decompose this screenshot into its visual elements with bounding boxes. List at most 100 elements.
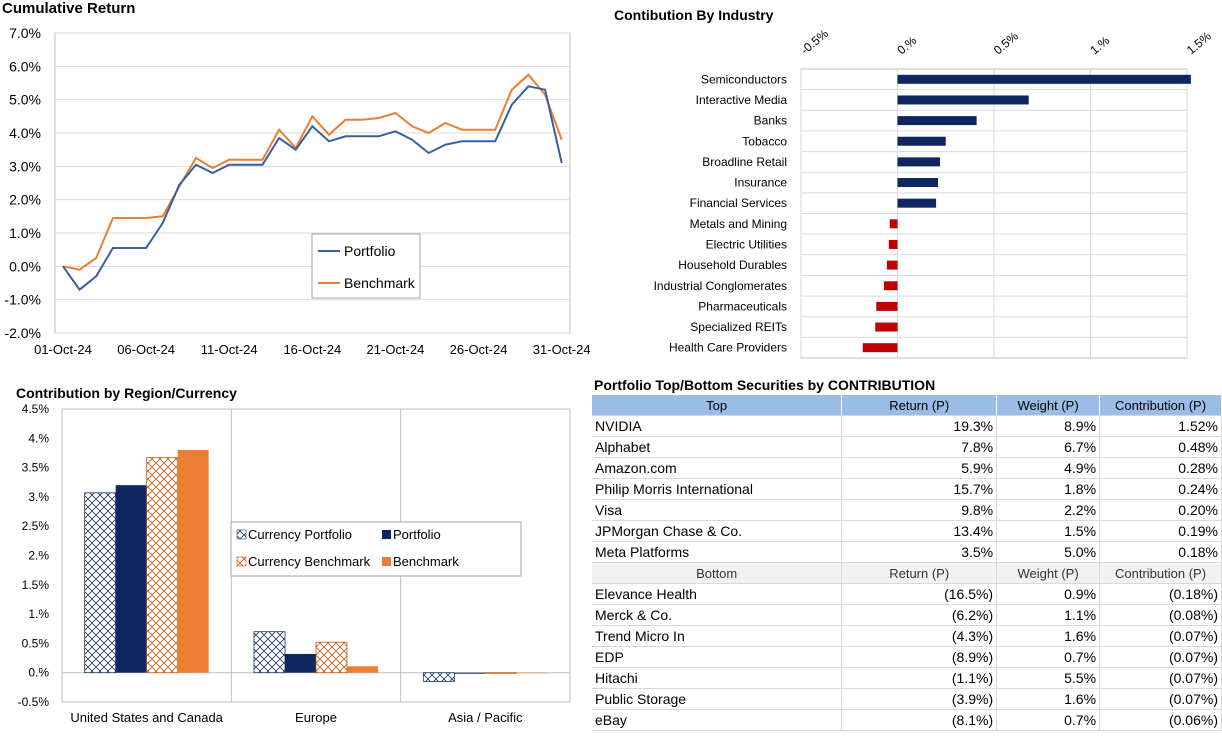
table-row: NVIDIA 19.3% 8.9% 1.52%: [592, 415, 1222, 437]
cumulative-x-tick-label: 06-Oct-24: [117, 342, 175, 357]
security-name-cell: Merck & Co.: [592, 604, 843, 626]
security-name-cell: NVIDIA: [592, 415, 843, 437]
industry-bar: [876, 301, 898, 311]
table-row: Elevance Health (16.5%) 0.9% (0.18%): [592, 583, 1222, 605]
cumulative-x-tick-label: 26-Oct-24: [450, 342, 508, 357]
security-name-cell: Meta Platforms: [592, 541, 843, 563]
region-contribution-chart: 4.5% 4.% 3.5% 3.% 2.5% 2.% 1.5% 1.% 0.5% 0.% -0.5%…: [18, 402, 571, 725]
industry-bar: [897, 116, 977, 126]
industry-bar: [889, 219, 898, 229]
industry-category-label: Tobacco: [742, 134, 787, 148]
cumulative-x-tick-label: 11-Oct-24: [201, 342, 258, 357]
cumulative-return-title: Cumulative Return: [2, 0, 136, 17]
security-name-cell: Visa: [592, 499, 843, 521]
cumulative-x-tick-label: 31-Oct-24: [533, 342, 591, 357]
industry-category-label: Pharmaceuticals: [698, 299, 787, 313]
security-value-cell: 0.18%: [1099, 541, 1222, 563]
security-value-cell: 0.20%: [1099, 499, 1222, 521]
security-value-cell: 0.24%: [1099, 478, 1222, 500]
security-value-cell: 0.19%: [1099, 520, 1222, 542]
security-name-cell: Top: [592, 395, 843, 416]
industry-category-label: Health Care Providers: [669, 341, 787, 355]
region-y-tick-label: 1.%: [28, 607, 49, 621]
industry-bar: [897, 178, 939, 188]
industry-bar: [883, 281, 898, 291]
cumulative-y-tick-label: 3.0%: [9, 158, 41, 174]
industry-chart-title: Contibution By Industry: [614, 7, 774, 23]
cumulative-y-tick-label: 2.0%: [9, 192, 41, 208]
security-value-cell: (0.06%): [1099, 709, 1222, 731]
table-row: Trend Micro In (4.3%) 1.6% (0.07%): [592, 625, 1222, 647]
legend-portfolio-label-region: Portfolio: [393, 527, 441, 542]
security-value-cell: (0.08%): [1099, 604, 1222, 626]
table-row: JPMorgan Chase & Co. 13.4% 1.5% 0.19%: [592, 520, 1222, 542]
industry-category-label: Household Durables: [678, 258, 787, 272]
security-value-cell: 5.5%: [996, 667, 1101, 689]
legend-currency-benchmark-swatch: [236, 556, 247, 567]
region-y-tick-label: 2.5%: [22, 519, 50, 533]
table-row: Philip Morris International 15.7% 1.8% 0.24…: [592, 478, 1222, 500]
security-value-cell: Contribution (P): [1099, 395, 1222, 416]
table-row: Visa 9.8% 2.2% 0.20%: [592, 499, 1222, 521]
security-value-cell: 9.8%: [841, 499, 998, 521]
table-row: Hitachi (1.1%) 5.5% (0.07%): [592, 667, 1222, 689]
region-bar: [454, 672, 486, 674]
legend-portfolio-swatch-region: [382, 530, 391, 539]
region-chart-title: Contribution by Region/Currency: [16, 385, 237, 401]
region-category-label: United States and Canada: [70, 710, 223, 725]
legend-benchmark-swatch-region: [382, 557, 391, 566]
region-bar: [177, 450, 209, 673]
security-value-cell: Return (P): [841, 395, 998, 416]
industry-bar: [897, 74, 1191, 84]
region-bar: [253, 631, 286, 674]
legend-currency-benchmark-label: Currency Benchmark: [248, 554, 371, 569]
legend-benchmark-label-region: Benchmark: [393, 554, 459, 569]
industry-category-label: Financial Services: [690, 196, 787, 210]
industry-category-label: Metals and Mining: [690, 217, 787, 231]
industry-bar: [897, 136, 946, 146]
security-name-cell: Alphabet: [592, 436, 843, 458]
security-value-cell: Weight (P): [996, 562, 1101, 584]
industry-x-tick-label: 1.5%: [1184, 29, 1214, 58]
cumulative-y-tick-label: -2.0%: [4, 325, 41, 341]
region-y-tick-label: 4.5%: [22, 402, 50, 416]
security-value-cell: Contribution (P): [1099, 562, 1222, 584]
region-bar: [315, 641, 348, 674]
security-value-cell: (0.07%): [1099, 625, 1222, 647]
table-row: Meta Platforms 3.5% 5.0% 0.18%: [592, 541, 1222, 563]
cumulative-y-tick-label: 1.0%: [9, 225, 41, 241]
cumulative-y-tick-label: 5.0%: [9, 92, 41, 108]
industry-category-label: Interactive Media: [696, 93, 788, 107]
security-name-cell: Philip Morris International: [592, 478, 843, 500]
cumulative-legend: Portfolio Benchmark: [311, 233, 421, 299]
region-bar: [285, 653, 316, 673]
security-value-cell: 7.8%: [841, 436, 998, 458]
security-value-cell: 1.52%: [1099, 415, 1222, 437]
bottom-header-row: Bottom Return (P) Weight (P) Contribution (…: [592, 562, 1222, 584]
security-name-cell: Amazon.com: [592, 457, 843, 479]
region-y-tick-label: 4.%: [28, 431, 49, 445]
security-name-cell: Trend Micro In: [592, 625, 843, 647]
table-row: eBay (8.1%) 0.7% (0.06%): [592, 709, 1222, 731]
security-name-cell: Hitachi: [592, 667, 843, 689]
cumulative-x-tick-label: 16-Oct-24: [283, 342, 341, 357]
security-value-cell: (0.07%): [1099, 688, 1222, 710]
security-value-cell: (6.2%): [841, 604, 998, 626]
top-header-row: Top Return (P) Weight (P) Contribution (P): [592, 395, 1222, 416]
region-bar: [146, 457, 179, 674]
security-value-cell: 3.5%: [841, 541, 998, 563]
security-value-cell: 2.2%: [996, 499, 1101, 521]
table-row: Alphabet 7.8% 6.7% 0.48%: [592, 436, 1222, 458]
industry-bar: [875, 322, 898, 332]
region-y-tick-label: 3.5%: [22, 461, 50, 475]
security-value-cell: 8.9%: [996, 415, 1101, 437]
region-category-label: Asia / Pacific: [448, 710, 523, 725]
legend-currency-portfolio-swatch: [236, 529, 247, 540]
region-y-tick-label: 2.%: [28, 549, 49, 563]
portfolio-line: [62, 85, 563, 292]
region-bar: [347, 666, 378, 673]
security-value-cell: (0.07%): [1099, 646, 1222, 668]
security-value-cell: Return (P): [841, 562, 998, 584]
region-y-tick-label: 1.5%: [22, 578, 50, 592]
region-plot-frame: [61, 408, 571, 703]
